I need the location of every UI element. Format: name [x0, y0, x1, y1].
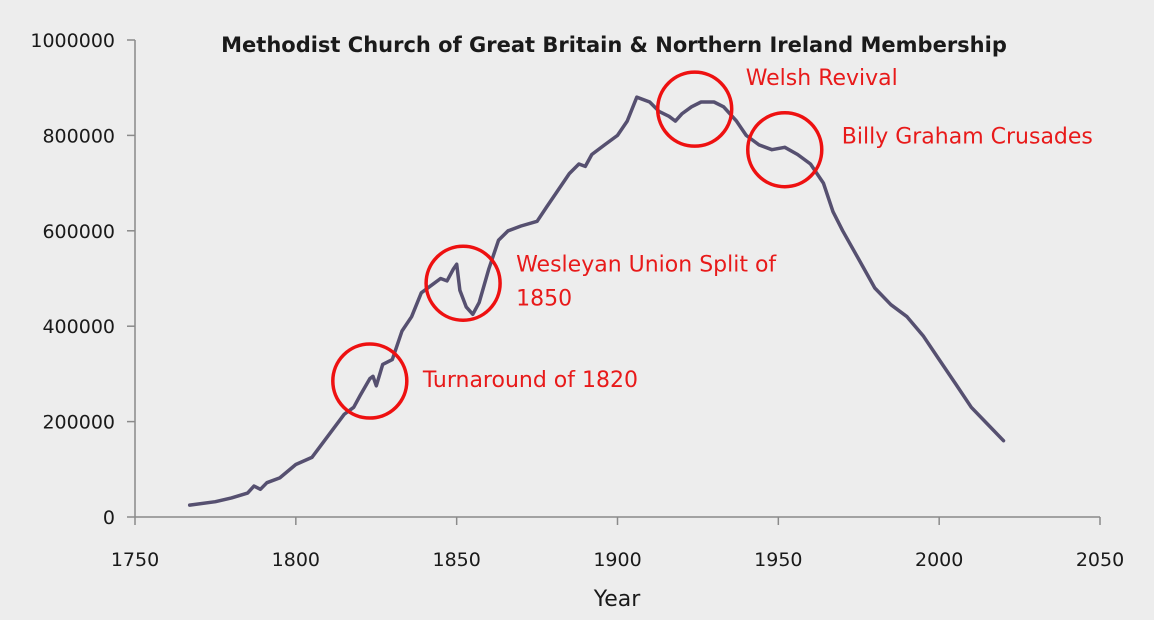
y-tick-label: 800000 [42, 125, 115, 147]
annotation-circle [424, 244, 502, 323]
annotations: Turnaround of 1820 Wesleyan Union Split o… [331, 66, 1093, 420]
y-tick-label: 600000 [42, 221, 115, 243]
x-axis-ticks: 1750 1800 1850 1900 1950 2000 2050 [111, 517, 1124, 571]
x-tick-label: 1950 [754, 549, 802, 571]
annotation-label: Welsh Revival [746, 66, 898, 91]
annotation-circle [331, 342, 409, 420]
y-axis-ticks: 0 200000 400000 600000 800000 1000000 [30, 30, 135, 529]
x-tick-label: 2000 [915, 549, 963, 571]
y-tick-label: 200000 [42, 412, 115, 434]
x-tick-label: 1900 [593, 549, 641, 571]
y-tick-label: 400000 [42, 316, 115, 338]
plot-area: 0 200000 400000 600000 800000 1000000 1750 180… [30, 30, 1124, 571]
annotation-circle [655, 70, 734, 148]
annotation-label: Turnaround of 1820 [422, 368, 638, 393]
annotation-label: Billy Graham Crusades [842, 125, 1093, 150]
x-tick-label: 1800 [272, 549, 320, 571]
x-tick-label: 1850 [432, 549, 480, 571]
x-tick-label: 1750 [111, 549, 159, 571]
y-tick-label: 1000000 [30, 30, 115, 52]
chart-title: Methodist Church of Great Britain & Nort… [221, 33, 1007, 57]
membership-series-line [187, 95, 1006, 507]
x-axis-label: Year [593, 587, 642, 612]
annotation-label: Wesleyan Union Split of 1850 [516, 252, 777, 311]
y-tick-label: 0 [103, 507, 115, 529]
x-tick-label: 2050 [1076, 549, 1124, 571]
annotation-circle [746, 110, 824, 189]
